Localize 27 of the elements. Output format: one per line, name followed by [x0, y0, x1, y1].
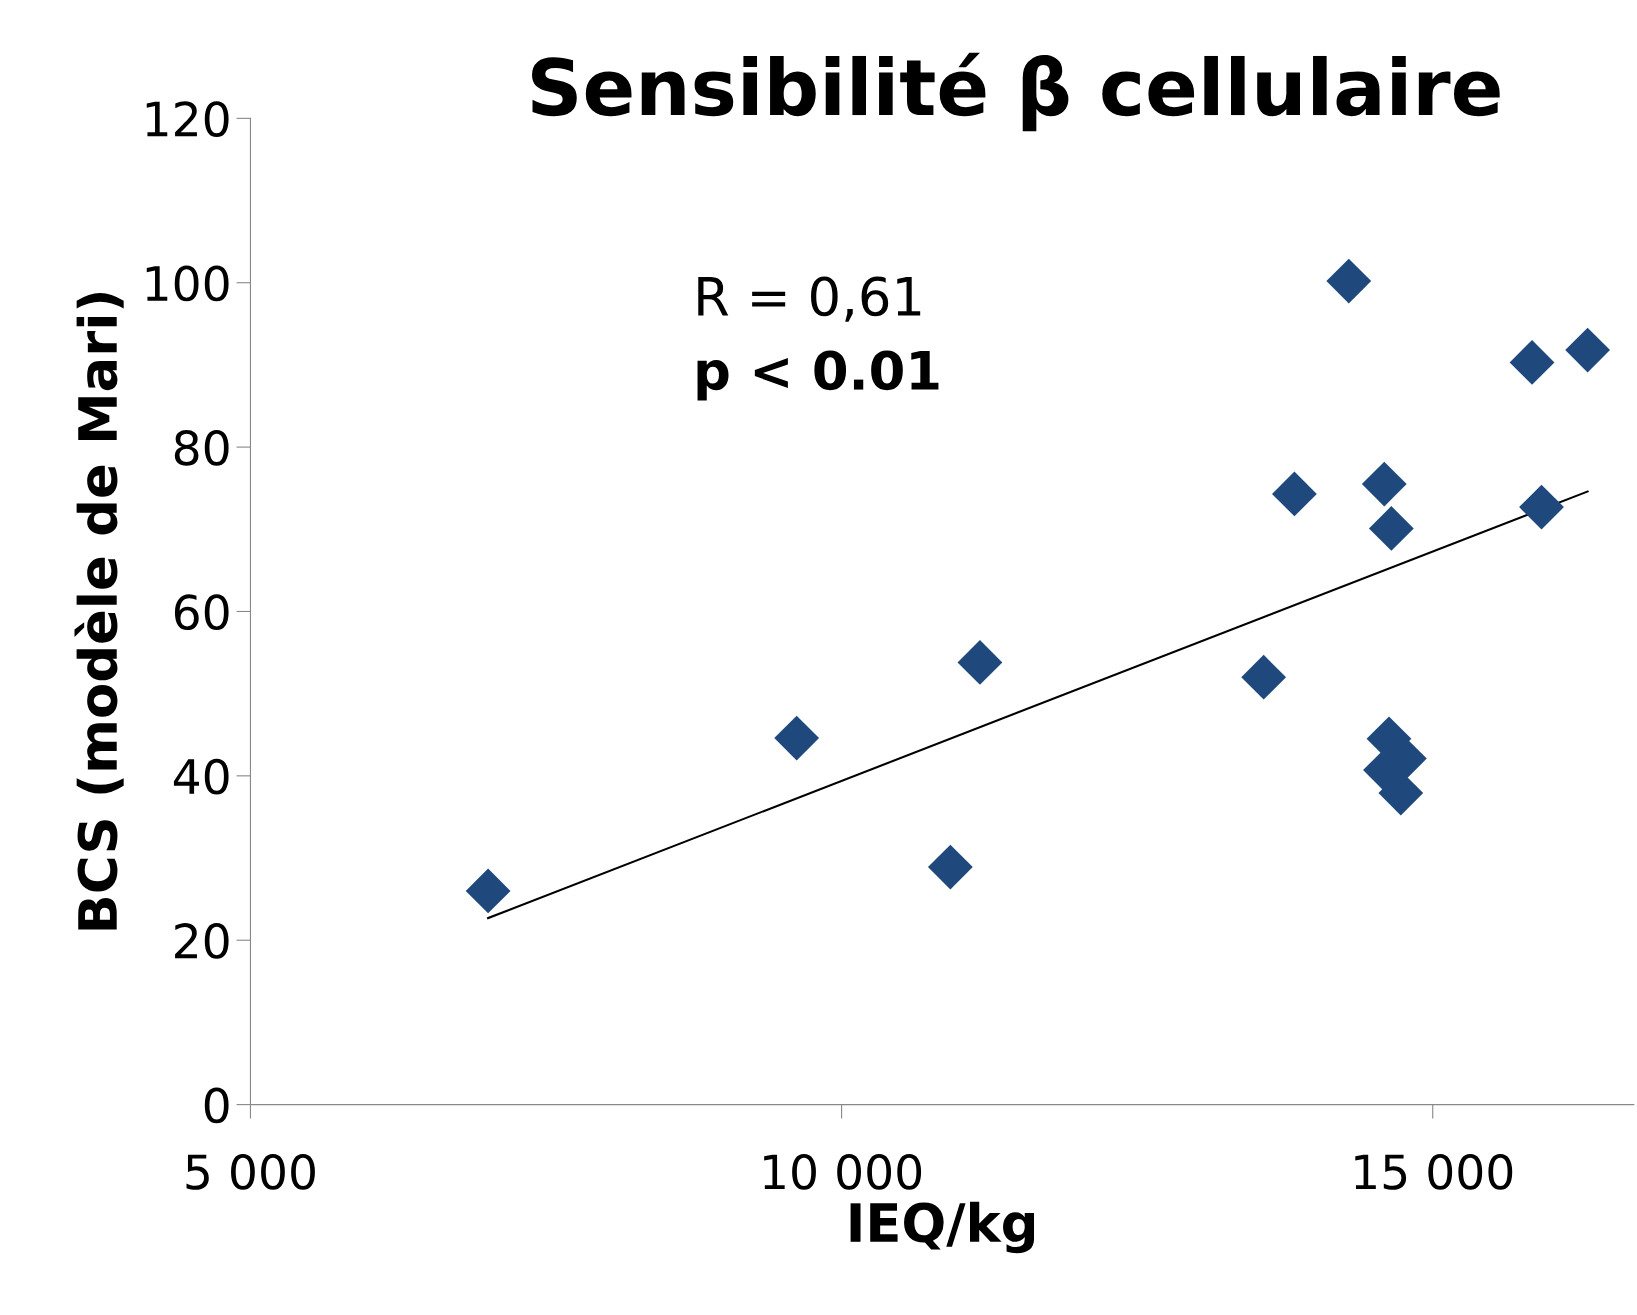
point — [465, 868, 511, 914]
y-tick-label: 40 — [173, 758, 229, 795]
point — [1241, 654, 1287, 700]
point — [1326, 258, 1372, 304]
y-tick-label: 20 — [175, 923, 229, 959]
y-tick-label: 80 — [174, 429, 229, 466]
chart-title: Sensibilité β cellulaire — [532, 52, 1500, 132]
y-tick-label: 100 — [146, 265, 229, 302]
y-tick-label: 0 — [204, 1087, 229, 1124]
point — [957, 640, 1003, 685]
annotation: R = 0,61 — [698, 276, 921, 322]
x-axis-title: IEQ/kg — [850, 1201, 1035, 1254]
point — [1565, 327, 1611, 373]
point — [1272, 471, 1317, 517]
point — [1368, 506, 1414, 551]
point — [927, 844, 973, 890]
x-tick-label: 10 000 — [764, 1154, 922, 1190]
point — [1361, 461, 1407, 507]
point — [1519, 484, 1564, 530]
y-tick-label: 60 — [174, 594, 229, 631]
y-tick-label: 120 — [146, 101, 229, 137]
point — [1509, 340, 1555, 385]
x-tick-label: 15 000 — [1355, 1154, 1513, 1190]
y-axis-title: BCS (modèle de Mari) — [74, 293, 124, 930]
point — [774, 715, 820, 761]
annotation: p < 0.01 — [697, 350, 939, 401]
x-tick-label: 5 000 — [186, 1154, 315, 1190]
